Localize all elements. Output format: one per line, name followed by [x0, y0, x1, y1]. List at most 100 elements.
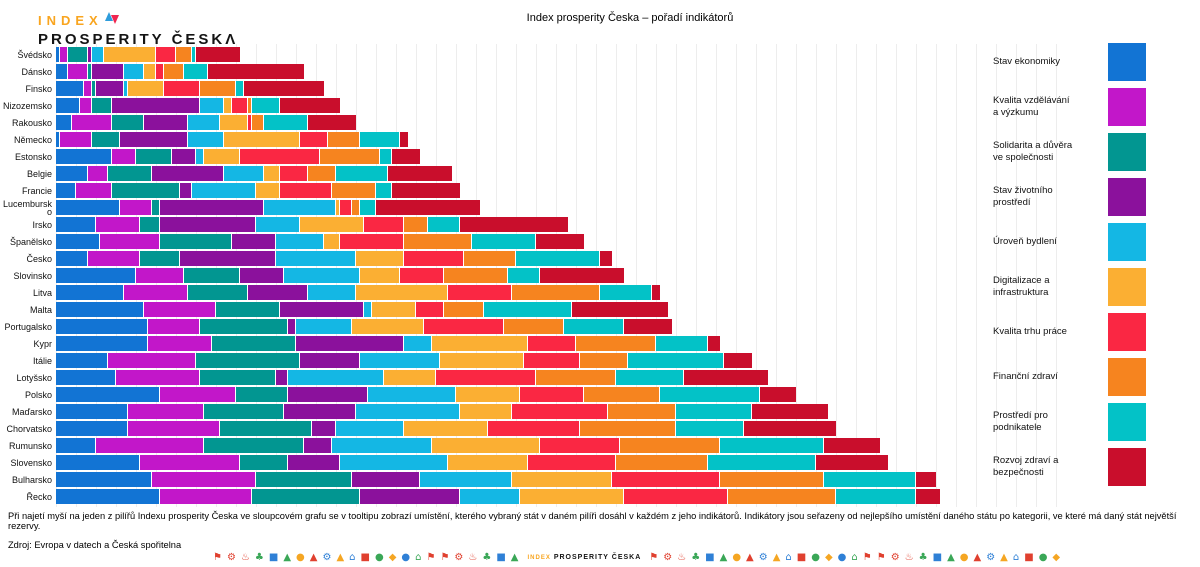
- bar-segment[interactable]: [56, 81, 84, 96]
- bar-segment[interactable]: [308, 166, 336, 181]
- bar-segment[interactable]: [708, 455, 816, 470]
- bar-segment[interactable]: [760, 387, 796, 402]
- bar-segment[interactable]: [56, 438, 96, 453]
- bar-segment[interactable]: [220, 115, 248, 130]
- bar-segment[interactable]: [404, 234, 472, 249]
- bar-segment[interactable]: [464, 251, 516, 266]
- bar-segment[interactable]: [508, 268, 540, 283]
- bar-segment[interactable]: [160, 387, 236, 402]
- bar-segment[interactable]: [624, 489, 728, 504]
- bar-segment[interactable]: [232, 234, 276, 249]
- bar-segment[interactable]: [208, 64, 304, 79]
- bar-segment[interactable]: [400, 268, 444, 283]
- bar-segment[interactable]: [684, 370, 768, 385]
- bar-segment[interactable]: [420, 472, 512, 487]
- bar-segment[interactable]: [248, 98, 252, 113]
- bar-segment[interactable]: [136, 149, 172, 164]
- bar-segment[interactable]: [336, 166, 388, 181]
- bar-segment[interactable]: [432, 336, 528, 351]
- bar-segment[interactable]: [108, 353, 196, 368]
- bar-segment[interactable]: [392, 149, 420, 164]
- bar-segment[interactable]: [112, 149, 136, 164]
- bar-segment[interactable]: [652, 285, 660, 300]
- bar-segment[interactable]: [288, 387, 368, 402]
- bar-segment[interactable]: [136, 268, 184, 283]
- bar-segment[interactable]: [376, 200, 480, 215]
- bar-segment[interactable]: [280, 183, 332, 198]
- bar-segment[interactable]: [428, 217, 460, 232]
- bar-segment[interactable]: [56, 234, 100, 249]
- bar-segment[interactable]: [224, 166, 264, 181]
- bar-segment[interactable]: [460, 217, 568, 232]
- bar-segment[interactable]: [248, 115, 252, 130]
- bar-segment[interactable]: [724, 353, 752, 368]
- bar-segment[interactable]: [352, 319, 424, 334]
- bar-segment[interactable]: [612, 472, 720, 487]
- bar-segment[interactable]: [112, 115, 144, 130]
- bar-segment[interactable]: [112, 183, 180, 198]
- bar-segment[interactable]: [128, 404, 204, 419]
- bar-segment[interactable]: [120, 200, 152, 215]
- bar-segment[interactable]: [164, 64, 184, 79]
- bar-segment[interactable]: [448, 455, 528, 470]
- bar-segment[interactable]: [160, 200, 264, 215]
- bar-segment[interactable]: [56, 64, 68, 79]
- bar-segment[interactable]: [144, 115, 188, 130]
- bar-segment[interactable]: [88, 47, 92, 62]
- bar-segment[interactable]: [172, 149, 196, 164]
- bar-segment[interactable]: [188, 132, 224, 147]
- bar-segment[interactable]: [404, 217, 428, 232]
- bar-segment[interactable]: [72, 115, 112, 130]
- bar-segment[interactable]: [660, 387, 760, 402]
- bar-segment[interactable]: [816, 455, 888, 470]
- bar-segment[interactable]: [300, 353, 360, 368]
- bar-segment[interactable]: [140, 455, 240, 470]
- bar-segment[interactable]: [616, 455, 708, 470]
- bar-segment[interactable]: [204, 438, 304, 453]
- bar-segment[interactable]: [100, 234, 160, 249]
- bar-segment[interactable]: [160, 234, 232, 249]
- bar-segment[interactable]: [68, 64, 88, 79]
- bar-segment[interactable]: [288, 455, 340, 470]
- bar-segment[interactable]: [252, 115, 264, 130]
- bar-segment[interactable]: [56, 132, 60, 147]
- bar-segment[interactable]: [404, 251, 464, 266]
- bar-segment[interactable]: [56, 455, 140, 470]
- bar-segment[interactable]: [744, 421, 836, 436]
- bar-segment[interactable]: [56, 149, 112, 164]
- bar-segment[interactable]: [196, 353, 300, 368]
- bar-segment[interactable]: [300, 217, 364, 232]
- bar-segment[interactable]: [600, 251, 612, 266]
- bar-segment[interactable]: [256, 217, 300, 232]
- bar-segment[interactable]: [824, 472, 916, 487]
- bar-segment[interactable]: [204, 149, 240, 164]
- bar-segment[interactable]: [512, 404, 608, 419]
- bar-segment[interactable]: [424, 319, 504, 334]
- bar-segment[interactable]: [916, 472, 936, 487]
- bar-segment[interactable]: [536, 234, 584, 249]
- bar-segment[interactable]: [580, 353, 628, 368]
- bar-segment[interactable]: [284, 268, 360, 283]
- bar-segment[interactable]: [520, 387, 584, 402]
- bar-segment[interactable]: [56, 200, 120, 215]
- bar-segment[interactable]: [752, 404, 828, 419]
- bar-segment[interactable]: [444, 268, 508, 283]
- bar-segment[interactable]: [184, 268, 240, 283]
- bar-segment[interactable]: [264, 115, 308, 130]
- bar-segment[interactable]: [92, 64, 124, 79]
- bar-segment[interactable]: [188, 115, 220, 130]
- bar-segment[interactable]: [104, 47, 156, 62]
- bar-segment[interactable]: [536, 370, 616, 385]
- bar-segment[interactable]: [368, 387, 456, 402]
- bar-segment[interactable]: [364, 217, 404, 232]
- bar-segment[interactable]: [288, 370, 384, 385]
- bar-segment[interactable]: [628, 353, 724, 368]
- bar-segment[interactable]: [240, 149, 320, 164]
- bar-segment[interactable]: [520, 489, 624, 504]
- bar-segment[interactable]: [236, 387, 288, 402]
- bar-segment[interactable]: [144, 302, 216, 317]
- bar-segment[interactable]: [400, 132, 408, 147]
- bar-segment[interactable]: [444, 302, 484, 317]
- bar-segment[interactable]: [416, 302, 444, 317]
- bar-segment[interactable]: [56, 370, 116, 385]
